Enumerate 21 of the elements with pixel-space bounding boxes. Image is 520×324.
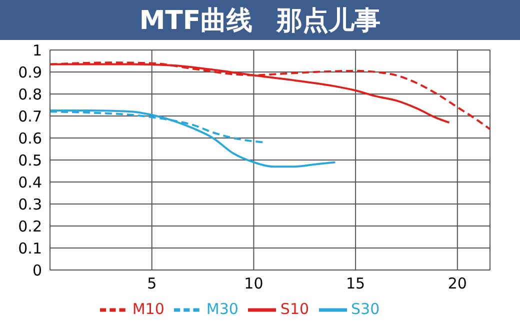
y-tick-label: 0.8 bbox=[18, 85, 42, 104]
legend-label: S30 bbox=[351, 300, 380, 318]
y-tick-label: 0.2 bbox=[18, 217, 42, 236]
legend-label: S10 bbox=[280, 300, 310, 318]
chart-subtitle: 那点儿事 bbox=[276, 4, 381, 38]
legend-label: M30 bbox=[206, 300, 238, 318]
y-tick-label: 0.9 bbox=[18, 63, 42, 82]
y-tick-label: 0.6 bbox=[18, 129, 42, 148]
x-tick-label: 15 bbox=[346, 274, 366, 293]
y-tick-label: 0.7 bbox=[18, 107, 42, 126]
y-tick-label: 0.1 bbox=[18, 239, 42, 258]
x-tick-label: 5 bbox=[147, 274, 157, 293]
x-tick-label: 20 bbox=[448, 274, 467, 293]
y-tick-label: 1 bbox=[32, 41, 42, 60]
y-tick-label: 0 bbox=[32, 261, 42, 280]
y-tick-label: 0.4 bbox=[18, 173, 42, 192]
chart-title: MTF曲线 bbox=[139, 4, 253, 38]
y-tick-label: 0.3 bbox=[18, 195, 42, 214]
legend-label: M10 bbox=[132, 300, 164, 318]
x-tick-label: 10 bbox=[244, 274, 264, 293]
y-tick-label: 0.5 bbox=[18, 151, 42, 170]
